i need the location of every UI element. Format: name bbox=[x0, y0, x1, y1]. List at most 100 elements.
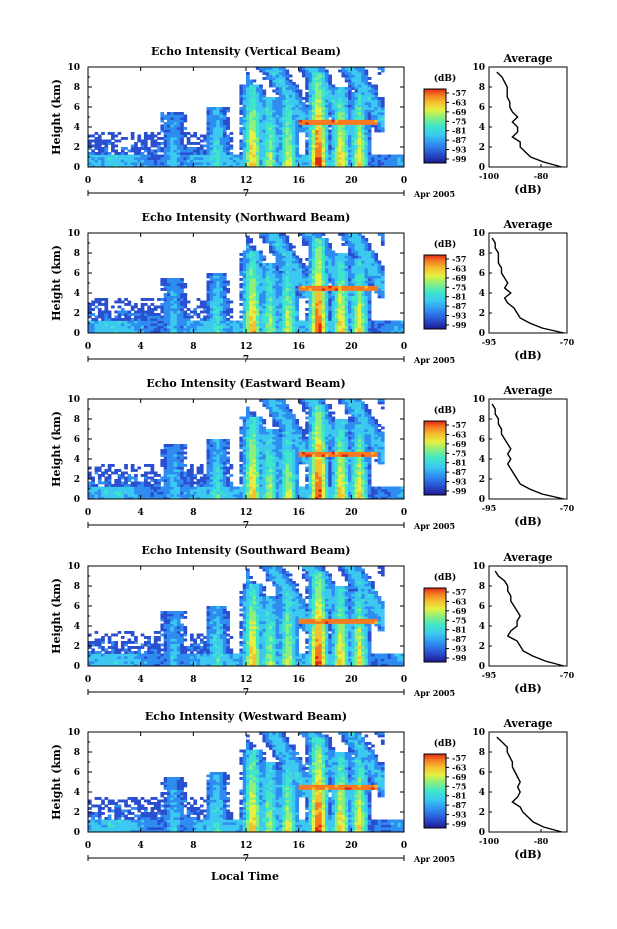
echo-cell bbox=[127, 154, 132, 158]
echo-cell bbox=[318, 152, 323, 155]
echo-cell bbox=[216, 142, 221, 145]
echo-cell bbox=[111, 164, 115, 168]
echo-cell bbox=[176, 481, 181, 485]
echo-cell bbox=[272, 253, 277, 256]
echo-cell bbox=[213, 144, 217, 148]
echo-cell bbox=[354, 308, 359, 311]
echo-cell bbox=[170, 303, 174, 306]
echo-cell bbox=[308, 270, 313, 274]
echo-cell bbox=[140, 494, 145, 497]
echo-cell bbox=[338, 117, 342, 120]
echo-cell bbox=[348, 285, 352, 289]
average-y-tick-label: 2 bbox=[479, 309, 485, 319]
echo-cell bbox=[325, 288, 329, 291]
echo-cell bbox=[361, 82, 365, 85]
echo-cell bbox=[380, 288, 385, 291]
echo-cell bbox=[377, 275, 382, 279]
echo-cell bbox=[334, 142, 339, 145]
echo-cell bbox=[308, 245, 313, 249]
echo-cell bbox=[226, 330, 230, 334]
echo-cell bbox=[295, 142, 300, 145]
echo-cell bbox=[153, 330, 158, 334]
echo-cell bbox=[331, 283, 336, 286]
echo-cell bbox=[344, 149, 349, 153]
echo-cell bbox=[354, 74, 359, 78]
echo-cell bbox=[249, 298, 253, 301]
echo-cell bbox=[180, 464, 184, 467]
echo-cell bbox=[186, 330, 191, 334]
date-label: Apr 2005 bbox=[413, 355, 455, 365]
echo-cell bbox=[380, 129, 385, 133]
echo-cell bbox=[357, 238, 362, 241]
echo-cell bbox=[213, 112, 217, 115]
echo-cell bbox=[170, 290, 174, 294]
echo-cell bbox=[301, 69, 306, 73]
echo-cell bbox=[255, 137, 260, 140]
echo-cell bbox=[229, 323, 234, 326]
echo-cell bbox=[111, 144, 115, 148]
echo-cell bbox=[344, 124, 349, 128]
echo-cell bbox=[377, 67, 382, 70]
echo-cell bbox=[120, 496, 125, 500]
echo-cell bbox=[325, 268, 329, 271]
echo-cell bbox=[249, 122, 253, 125]
echo-cell bbox=[334, 99, 339, 103]
echo-cell bbox=[219, 295, 224, 299]
echo-cell bbox=[318, 268, 323, 271]
echo-cell bbox=[321, 127, 326, 130]
echo-cell bbox=[107, 162, 112, 165]
echo-cell bbox=[282, 132, 286, 135]
x-tick-label: 4 bbox=[138, 342, 144, 352]
echo-cell bbox=[104, 489, 109, 492]
echo-cell bbox=[278, 109, 283, 113]
echo-cell bbox=[193, 152, 198, 155]
echo-cell bbox=[130, 164, 135, 168]
echo-cell bbox=[380, 233, 385, 236]
echo-cell bbox=[397, 159, 402, 163]
echo-cell bbox=[301, 127, 306, 130]
echo-cell bbox=[361, 275, 365, 279]
echo-cell bbox=[249, 119, 253, 123]
echo-cell bbox=[282, 325, 286, 329]
echo-cell bbox=[117, 313, 122, 316]
echo-cell bbox=[278, 104, 283, 108]
echo-cell bbox=[206, 127, 211, 130]
echo-cell bbox=[160, 305, 165, 309]
echo-cell bbox=[338, 99, 342, 103]
echo-cell bbox=[301, 290, 306, 294]
echo-cell bbox=[140, 486, 145, 490]
echo-cell bbox=[252, 152, 257, 155]
echo-cell bbox=[374, 258, 379, 261]
echo-cell bbox=[114, 300, 119, 304]
echo-cell bbox=[91, 318, 95, 321]
echo-cell bbox=[265, 162, 270, 165]
echo-cell bbox=[239, 92, 244, 95]
echo-cell bbox=[275, 137, 280, 140]
echo-cell bbox=[249, 124, 253, 128]
echo-cell bbox=[364, 132, 369, 135]
echo-cell bbox=[252, 127, 257, 130]
echo-cell bbox=[222, 162, 227, 165]
echo-cell bbox=[311, 270, 316, 274]
echo-cell bbox=[196, 466, 201, 470]
echo-cell bbox=[311, 243, 316, 246]
echo-cell bbox=[278, 114, 283, 118]
echo-cell bbox=[371, 162, 375, 165]
echo-cell bbox=[321, 303, 326, 306]
echo-cell bbox=[334, 318, 339, 321]
echo-cell bbox=[222, 134, 227, 138]
echo-cell bbox=[183, 494, 188, 497]
echo-cell bbox=[176, 466, 181, 470]
echo-cell bbox=[315, 258, 319, 261]
echo-cell bbox=[259, 290, 263, 294]
echo-cell bbox=[213, 164, 217, 168]
echo-cell bbox=[124, 481, 128, 485]
echo-cell bbox=[341, 129, 346, 133]
echo-cell bbox=[295, 149, 300, 153]
echo-cell bbox=[91, 330, 95, 334]
echo-cell bbox=[97, 162, 102, 165]
echo-cell bbox=[357, 99, 362, 103]
echo-cell bbox=[364, 159, 369, 163]
echo-cell bbox=[288, 263, 293, 266]
echo-cell bbox=[226, 290, 230, 294]
